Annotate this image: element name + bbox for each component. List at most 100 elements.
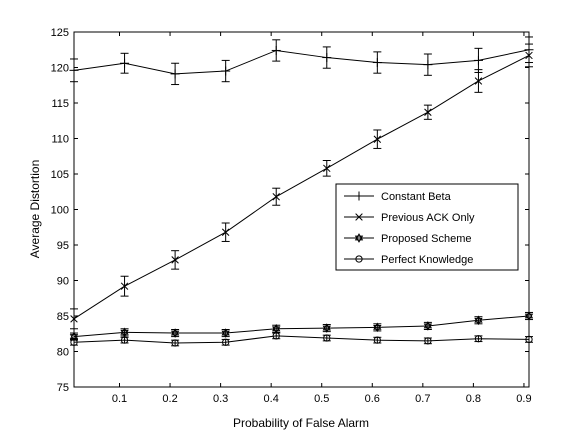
data-point: [323, 334, 331, 342]
marker-stroke: [323, 164, 331, 173]
data-point: [170, 69, 180, 79]
data-point: [323, 164, 331, 173]
legend-item: Proposed Scheme: [344, 233, 472, 245]
data-point: [474, 77, 483, 85]
legend-box: [335, 183, 519, 271]
series-perfect-knowledge: [70, 332, 533, 347]
data-point: [120, 336, 129, 344]
data-point: [474, 315, 483, 326]
series-constant-beta: [69, 36, 534, 86]
x-tick-label: 0.5: [314, 393, 329, 405]
data-point: [473, 55, 483, 65]
data-point: [69, 65, 79, 75]
data-point: [372, 58, 382, 68]
x-tick-label: 0.2: [162, 393, 177, 405]
marker-stroke: [272, 332, 280, 340]
data-point: [525, 51, 533, 60]
marker-stroke: [354, 233, 364, 241]
marker-stroke: [120, 329, 129, 338]
y-tick-label: 125: [51, 27, 69, 39]
y-tick-label: 90: [57, 276, 69, 288]
data-point: [424, 108, 432, 116]
marker-stroke: [474, 315, 483, 323]
legend-label: Perfect Knowledge: [381, 254, 473, 266]
x-tick-label: 0.1: [112, 393, 127, 405]
marker-stroke: [373, 336, 381, 344]
data-point: [373, 135, 382, 143]
marker-stroke: [272, 192, 280, 201]
marker-stroke: [355, 213, 363, 221]
marker-stroke: [170, 328, 180, 336]
y-tick-label: 95: [57, 240, 69, 252]
marker-stroke: [474, 317, 483, 326]
marker-stroke: [355, 255, 363, 263]
marker-stroke: [423, 323, 433, 331]
y-tick-label: 75: [57, 382, 69, 394]
marker-stroke: [171, 339, 179, 347]
marker-stroke: [69, 331, 79, 340]
marker-stroke: [424, 108, 432, 116]
marker-stroke: [373, 324, 382, 333]
series-proposed-scheme: [69, 311, 534, 342]
marker-stroke: [221, 328, 230, 336]
legend-marker: [354, 233, 364, 243]
marker-stroke: [120, 336, 129, 344]
data-point: [171, 256, 179, 264]
marker-stroke: [222, 338, 230, 346]
data-point: [322, 323, 331, 333]
marker-stroke: [474, 77, 483, 85]
data-point: [120, 327, 129, 338]
y-tick-label: 80: [57, 347, 69, 359]
data-point: [170, 328, 180, 338]
legend-label: Constant Beta: [381, 191, 452, 203]
legend-label: Previous ACK Only: [381, 212, 475, 224]
y-axis-label: Average Distortion: [28, 160, 42, 259]
data-point: [373, 322, 382, 333]
marker-stroke: [322, 325, 331, 333]
marker-stroke: [373, 135, 382, 143]
series-previous-ack-only: [70, 43, 533, 330]
legend-marker: [355, 255, 363, 263]
data-point: [171, 339, 179, 347]
legend-marker: [354, 191, 364, 201]
legend-item: Previous ACK Only: [344, 212, 475, 224]
marker-stroke: [170, 330, 180, 338]
marker-stroke: [120, 282, 129, 290]
marker-stroke: [423, 321, 433, 329]
marker-stroke: [525, 335, 533, 344]
x-tick-label: 0.7: [415, 393, 430, 405]
data-point: [221, 328, 230, 338]
marker-stroke: [272, 323, 281, 332]
y-tick-label: 100: [51, 205, 69, 217]
y-tick-label: 110: [51, 134, 69, 146]
data-point: [272, 323, 281, 334]
x-tick-label: 0.4: [264, 393, 279, 405]
marker-stroke: [474, 335, 483, 343]
marker-stroke: [221, 228, 230, 236]
x-tick-label: 0.8: [466, 393, 481, 405]
marker-stroke: [221, 330, 230, 338]
data-point: [424, 337, 432, 345]
marker-stroke: [171, 256, 179, 264]
x-tick-label: 0.9: [516, 393, 531, 405]
data-point: [272, 332, 280, 340]
marker-stroke: [354, 235, 364, 243]
marker-stroke: [120, 327, 129, 335]
data-point: [221, 228, 230, 236]
data-point: [524, 311, 534, 321]
data-point: [222, 338, 230, 346]
marker-stroke: [525, 51, 533, 60]
data-point: [70, 338, 78, 346]
data-point: [474, 335, 483, 343]
marker-stroke: [70, 338, 78, 346]
marker-stroke: [272, 326, 281, 334]
legend: Constant Beta Previous ACK Only Proposed S…: [335, 183, 519, 271]
marker-stroke: [524, 311, 534, 319]
x-tick-label: 0.3: [213, 393, 228, 405]
series-line: [73, 49, 530, 75]
marker-stroke: [323, 334, 331, 342]
y-tick-label: 105: [51, 169, 69, 181]
data-point: [221, 66, 231, 76]
y-tick-label: 120: [51, 63, 69, 75]
